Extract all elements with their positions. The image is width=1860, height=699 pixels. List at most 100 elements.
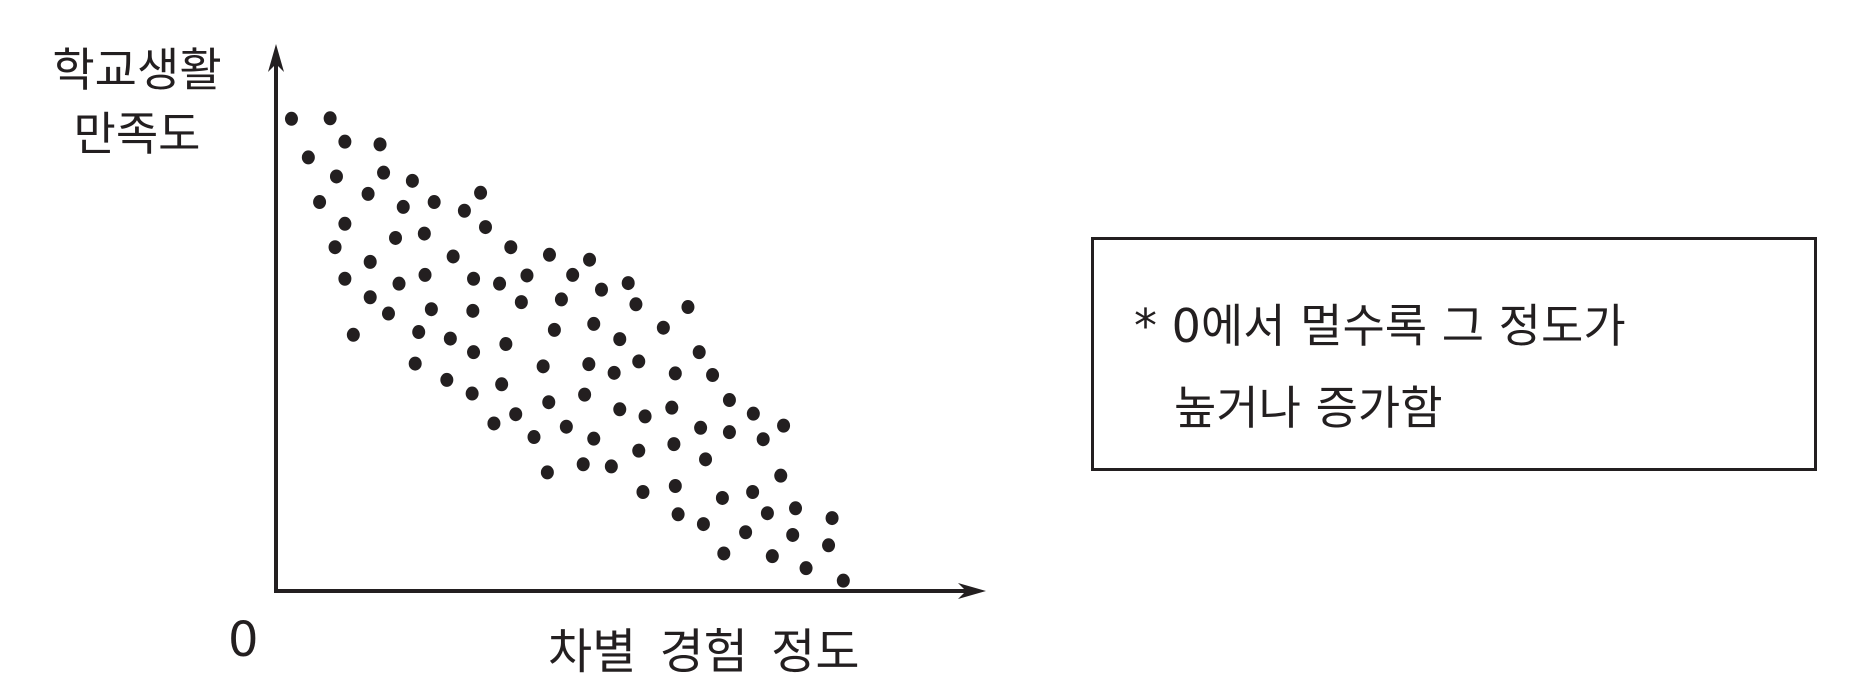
note-line-2: 높거나 증가함 bbox=[1174, 381, 1443, 435]
data-point bbox=[692, 345, 706, 360]
data-point bbox=[671, 507, 685, 522]
data-point bbox=[418, 267, 432, 282]
data-point bbox=[576, 457, 590, 472]
data-point bbox=[836, 573, 850, 588]
data-point bbox=[629, 297, 643, 312]
data-point bbox=[547, 322, 561, 337]
origin-label: 0 bbox=[228, 612, 259, 668]
data-point bbox=[377, 165, 391, 180]
data-point bbox=[514, 295, 528, 310]
data-point bbox=[694, 420, 708, 435]
data-point bbox=[632, 443, 646, 458]
data-point bbox=[527, 430, 541, 445]
data-point bbox=[509, 407, 523, 422]
data-point bbox=[722, 425, 736, 440]
data-point bbox=[587, 431, 601, 446]
data-point bbox=[443, 331, 457, 346]
data-point bbox=[582, 357, 596, 372]
data-point bbox=[467, 345, 481, 360]
data-point bbox=[405, 173, 419, 188]
data-point bbox=[607, 365, 621, 380]
y-axis-label: 학교생활 만족도 bbox=[52, 43, 222, 161]
data-point bbox=[346, 327, 360, 342]
data-point bbox=[542, 395, 556, 410]
data-point bbox=[412, 325, 426, 340]
data-point bbox=[777, 418, 791, 433]
data-point bbox=[487, 416, 501, 431]
data-point bbox=[427, 195, 441, 210]
data-point bbox=[760, 506, 774, 521]
data-point bbox=[722, 393, 736, 408]
data-point bbox=[739, 525, 753, 540]
note-box: * 0에서 멀수록 그 정도가 높거나 증가함 bbox=[1091, 237, 1817, 471]
data-point bbox=[668, 479, 682, 494]
data-point bbox=[540, 465, 554, 480]
data-point bbox=[583, 252, 597, 267]
data-point bbox=[396, 199, 410, 214]
data-point bbox=[825, 511, 839, 526]
data-point bbox=[499, 337, 513, 352]
data-point bbox=[559, 419, 573, 434]
x-axis-arrow bbox=[958, 583, 986, 599]
data-point bbox=[638, 409, 652, 424]
data-point bbox=[621, 276, 635, 291]
data-point bbox=[495, 377, 509, 392]
data-point bbox=[594, 282, 608, 297]
data-point bbox=[323, 111, 337, 126]
data-point bbox=[328, 240, 342, 255]
data-point bbox=[613, 402, 627, 417]
data-point bbox=[578, 387, 592, 402]
data-point bbox=[284, 111, 298, 126]
data-point bbox=[363, 254, 377, 269]
data-point bbox=[613, 332, 627, 347]
data-point bbox=[381, 306, 395, 321]
data-point bbox=[681, 300, 695, 315]
data-point bbox=[408, 356, 422, 371]
note-line-1: * 0에서 멀수록 그 정도가 bbox=[1134, 299, 1626, 353]
data-point bbox=[446, 249, 460, 264]
data-point bbox=[668, 366, 682, 381]
data-point bbox=[373, 137, 387, 152]
data-point bbox=[696, 517, 710, 532]
data-point bbox=[756, 432, 770, 447]
data-point bbox=[478, 220, 492, 235]
data-point bbox=[465, 386, 479, 401]
data-point bbox=[786, 527, 800, 542]
data-point bbox=[329, 169, 343, 184]
data-point bbox=[706, 368, 720, 383]
data-point bbox=[799, 561, 813, 576]
data-point bbox=[536, 359, 550, 374]
data-point bbox=[424, 302, 438, 317]
data-point bbox=[656, 320, 670, 335]
data-point bbox=[389, 230, 403, 245]
data-point bbox=[392, 276, 406, 291]
data-point bbox=[338, 271, 352, 286]
data-point bbox=[632, 354, 646, 369]
data-point bbox=[665, 400, 679, 415]
data-point bbox=[822, 538, 836, 553]
data-point bbox=[542, 247, 556, 262]
data-point bbox=[604, 459, 618, 474]
data-point bbox=[587, 316, 601, 331]
data-point bbox=[338, 216, 352, 231]
data-point bbox=[699, 452, 713, 467]
data-point bbox=[504, 240, 518, 255]
data-point bbox=[520, 268, 534, 283]
data-point bbox=[467, 271, 481, 286]
data-points bbox=[284, 111, 850, 588]
data-point bbox=[457, 203, 471, 218]
data-point bbox=[717, 546, 731, 561]
data-point bbox=[417, 226, 431, 241]
data-point bbox=[363, 290, 377, 305]
data-point bbox=[789, 501, 803, 516]
data-point bbox=[301, 150, 315, 165]
data-point bbox=[566, 267, 580, 282]
data-point bbox=[715, 490, 729, 505]
data-point bbox=[466, 303, 480, 318]
data-point bbox=[774, 468, 788, 483]
x-axis-label: 차별 경험 정도 bbox=[548, 624, 860, 680]
data-point bbox=[765, 549, 779, 564]
data-point bbox=[636, 484, 650, 499]
data-point bbox=[338, 134, 352, 149]
